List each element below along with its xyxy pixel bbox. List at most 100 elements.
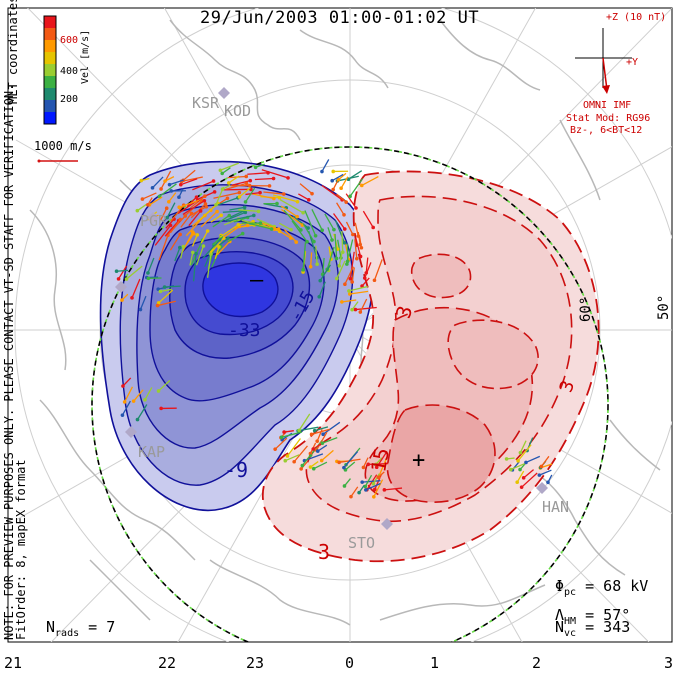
map-title: 29/Jun/2003 01:00-01:02 UT <box>200 8 480 28</box>
velocity-vector <box>327 227 333 241</box>
velocity-vector <box>131 278 141 299</box>
velocity-vector-origin <box>279 435 284 440</box>
velocity-vector-origin <box>191 250 195 255</box>
velocity-vector <box>227 233 244 243</box>
velocity-vector-origin <box>124 277 129 281</box>
velocity-vector <box>322 257 325 275</box>
velocity-vector <box>197 202 219 222</box>
velocity-vector-origin <box>339 186 343 191</box>
nvc-symbol: N <box>555 618 565 636</box>
velocity-vector <box>124 386 134 403</box>
velocity-vector <box>213 191 240 199</box>
imf-dial <box>575 28 632 94</box>
velocity-vector-origin <box>312 239 316 244</box>
velocity-vector-origin <box>198 209 203 213</box>
velocity-vector <box>359 298 368 313</box>
velocity-vector-origin <box>167 182 172 187</box>
velocity-vector-origin <box>159 187 163 191</box>
velocity-vector-origin <box>201 244 206 248</box>
colorbar-tick-200: 200 <box>60 94 79 105</box>
station-marker-han <box>536 482 548 494</box>
velocity-vector <box>324 213 335 230</box>
velocity-vector-origin <box>340 250 345 254</box>
velocity-vector-origin <box>309 432 314 437</box>
velocity-vector-origin <box>349 494 353 499</box>
velocity-vectors <box>114 159 553 499</box>
velocity-vector-origin <box>204 204 209 209</box>
velocity-vector-origin <box>331 187 335 192</box>
velocity-vector <box>169 179 184 186</box>
velocity-vector-origin <box>191 231 196 236</box>
velocity-vector-origin <box>348 292 352 296</box>
velocity-vector-origin <box>358 310 363 314</box>
velocity-vector <box>164 285 181 288</box>
velocity-vector <box>372 473 380 485</box>
velocity-vector-origin <box>372 487 377 492</box>
velocity-vector-origin <box>256 209 261 214</box>
stat-model-line2: Bz-, 6<BT<12 <box>570 125 643 136</box>
velocity-vector-origin <box>253 165 258 170</box>
velocity-vector <box>521 472 538 488</box>
velocity-vector-origin <box>357 490 361 495</box>
velocity-vector <box>361 175 379 187</box>
velocity-vector <box>160 288 172 293</box>
velocity-vector <box>315 432 328 451</box>
velocity-vector <box>318 281 326 297</box>
velocity-vector <box>223 188 251 191</box>
velocity-vector <box>510 463 525 471</box>
nvc-value: = 343 <box>585 618 631 636</box>
velocity-vector <box>219 224 239 238</box>
velocity-vector <box>322 437 338 444</box>
velocity-vector <box>348 285 368 292</box>
velocity-vector-origin <box>272 196 276 201</box>
velocity-vector <box>362 480 381 483</box>
velocity-vector-origin <box>282 430 286 434</box>
velocity-vector-origin <box>248 178 253 183</box>
velocity-vector-origin <box>345 262 349 266</box>
velocity-vector <box>373 479 384 498</box>
mlt-tick-0: 0 <box>345 654 355 672</box>
velocity-vector <box>206 253 212 278</box>
velocity-vector <box>195 245 205 266</box>
velocity-vector <box>302 223 315 242</box>
velocity-vector-origin <box>358 242 362 247</box>
fit-order-note: FitOrder: 8, mapEX format <box>14 459 28 640</box>
velocity-vector <box>334 233 338 259</box>
velocity-vector <box>186 196 197 208</box>
velocity-vector <box>254 177 274 181</box>
velocity-vector <box>279 199 304 214</box>
latitude-label-60: 60° <box>578 296 594 322</box>
station-label-han: HAN <box>542 498 570 516</box>
velocity-vector-origin <box>310 191 314 196</box>
station-marker-kap <box>125 426 137 438</box>
velocity-vector-origin <box>299 228 303 232</box>
velocity-vector-origin <box>299 467 303 471</box>
velocity-vector-origin <box>521 476 526 480</box>
velocity-vector <box>238 209 259 212</box>
velocity-vector <box>180 178 198 186</box>
velocity-vector-origin <box>539 464 544 469</box>
velocity-vector-origin <box>382 488 387 492</box>
velocity-vector-origin <box>178 182 183 187</box>
velocity-vector <box>220 162 240 171</box>
velocity-vector <box>373 259 383 281</box>
mlt-tick-23: 23 <box>246 654 265 672</box>
velocity-vector <box>362 457 369 468</box>
velocity-vector <box>309 252 313 267</box>
velocity-vector-origin <box>360 480 364 484</box>
velocity-vector <box>345 461 356 471</box>
velocity-vector <box>227 214 254 222</box>
velocity-vector <box>215 186 225 206</box>
velocity-vector <box>144 387 153 401</box>
velocity-vector-origin <box>237 190 242 195</box>
velocity-vector <box>365 257 369 273</box>
velocity-vector <box>231 180 251 186</box>
velocity-vector <box>366 474 378 491</box>
velocity-vector-origin <box>518 467 522 472</box>
potential-min-marker: – <box>250 268 264 293</box>
velocity-vector-origin <box>226 236 230 241</box>
velocity-vector <box>185 215 206 237</box>
velocity-vector <box>348 170 363 180</box>
velocity-vector <box>338 252 343 266</box>
